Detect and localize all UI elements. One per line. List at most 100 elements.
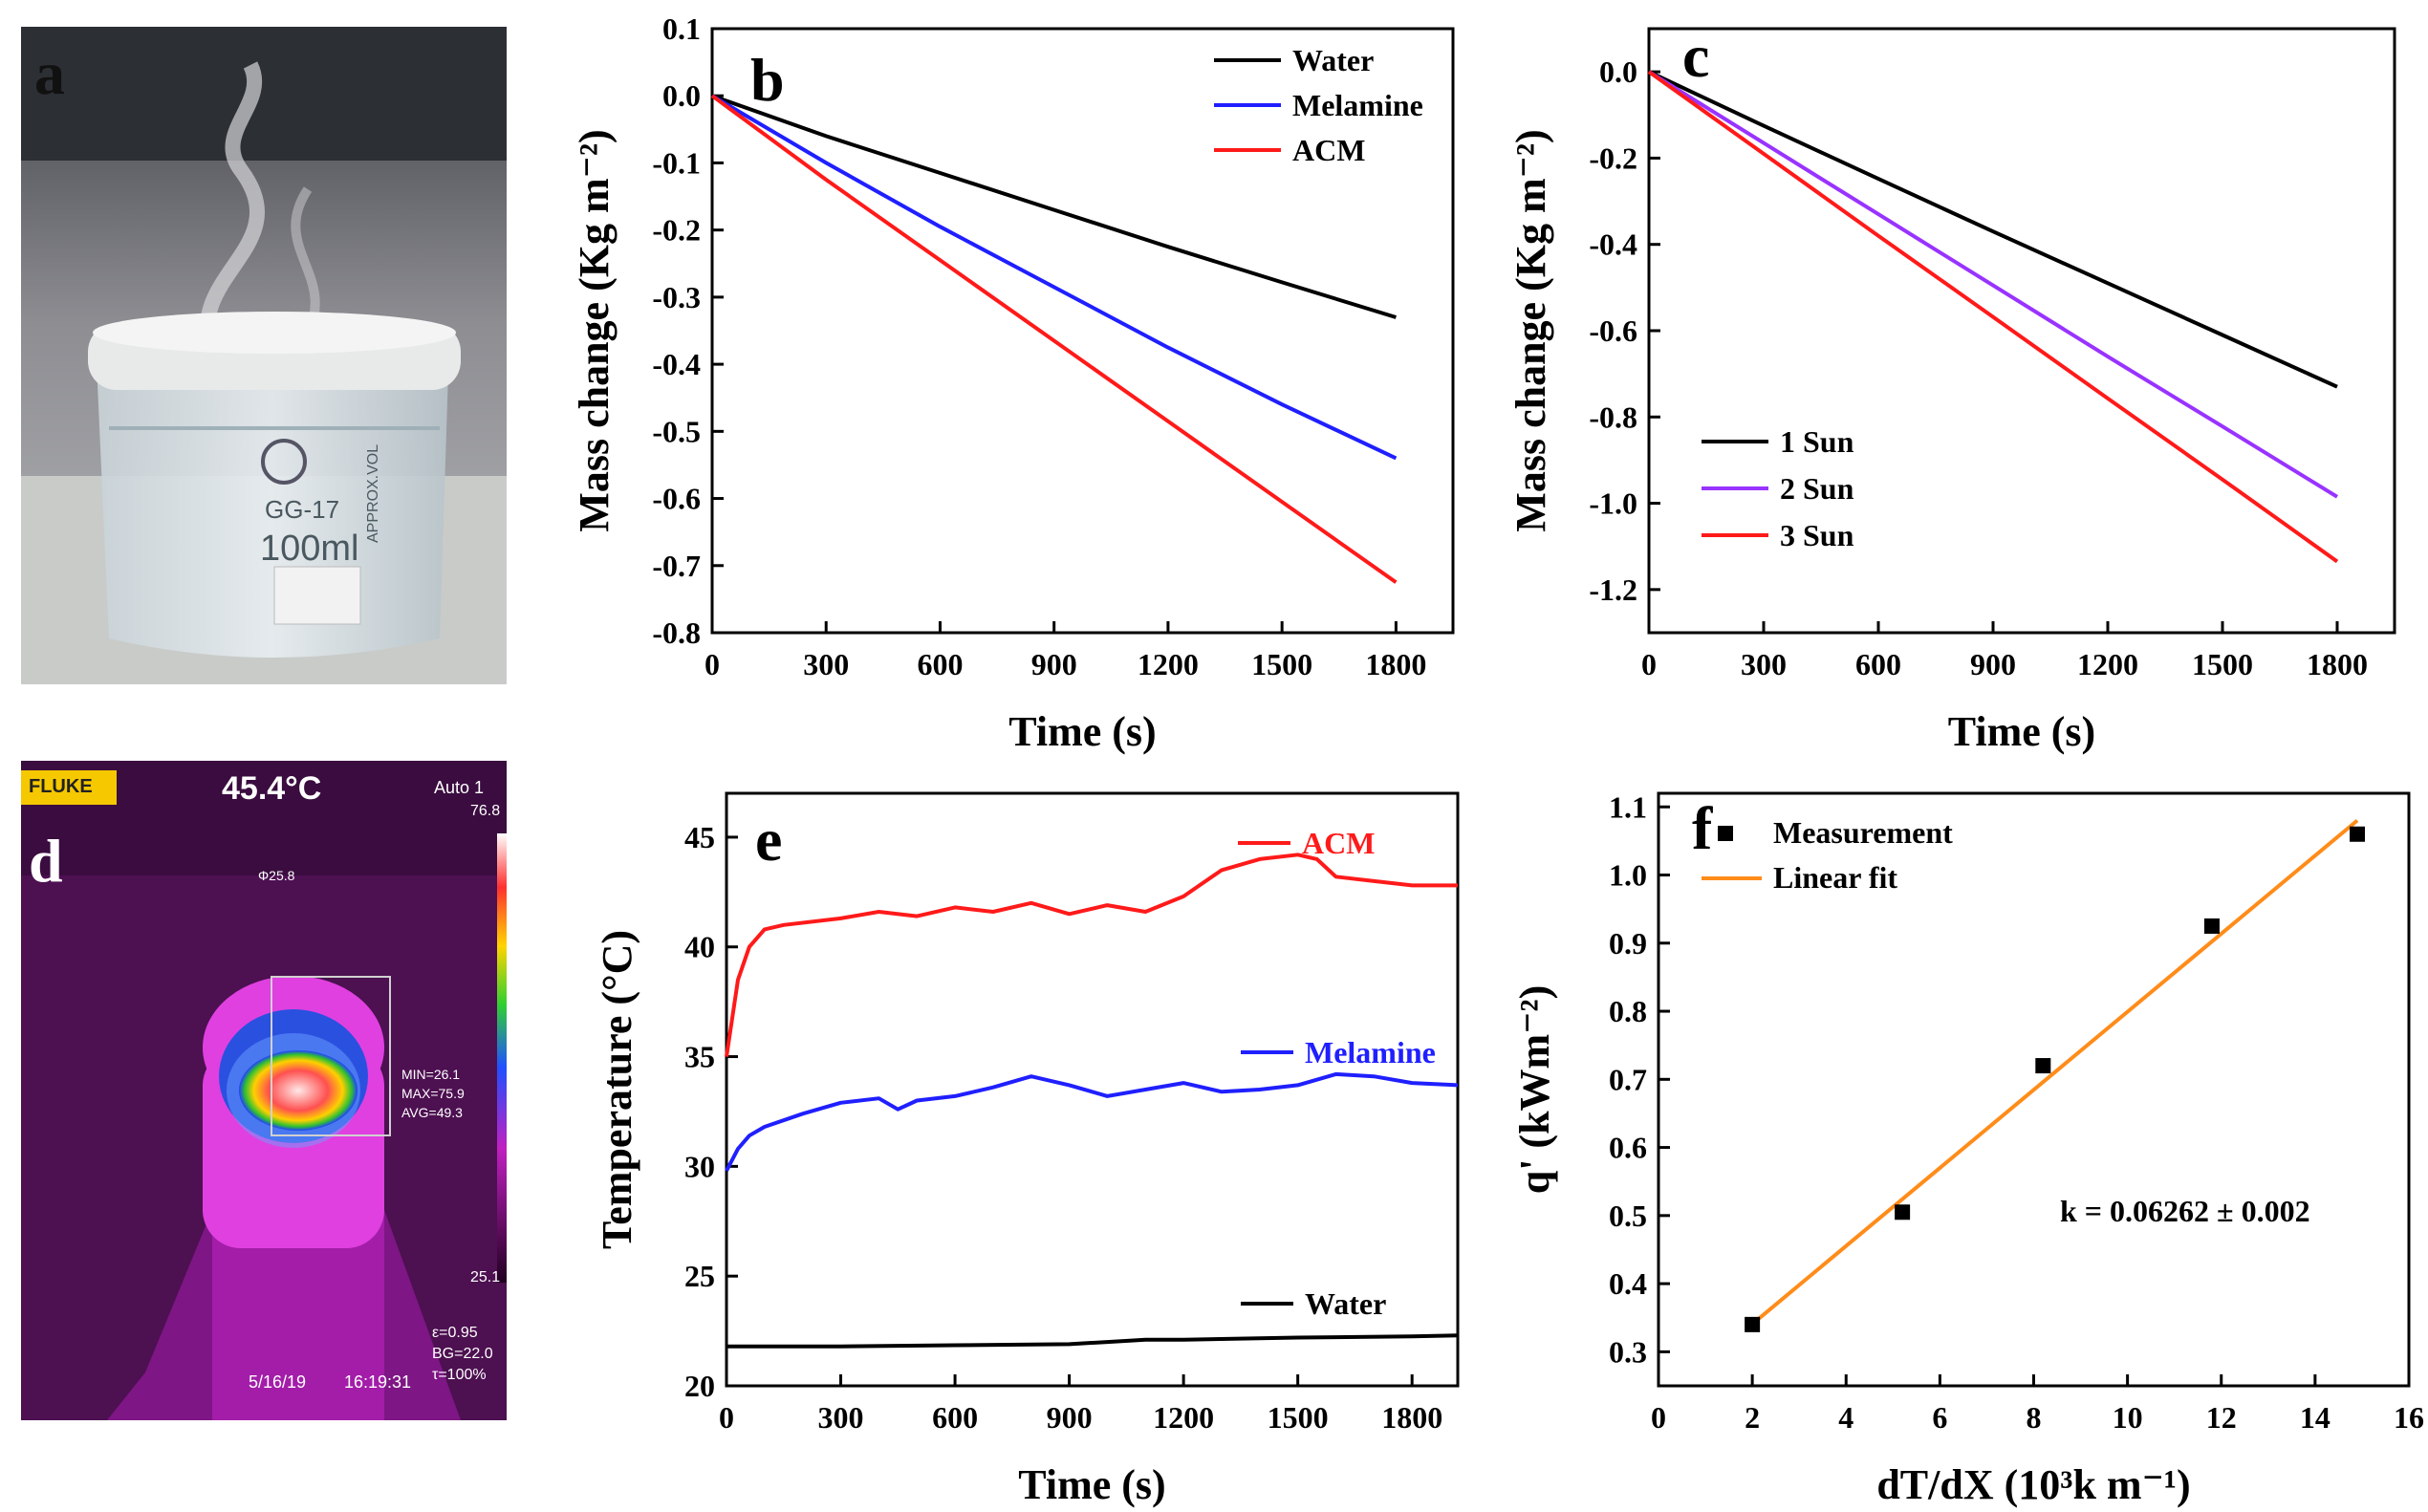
data-point: [2203, 918, 2220, 934]
y-tick-label: 0.1: [662, 11, 701, 46]
y-tick-label: -0.3: [652, 280, 701, 314]
y-tick-label: -0.2: [652, 213, 701, 248]
x-tick-label: 1200: [2077, 647, 2138, 681]
x-tick-label: 0: [719, 1400, 734, 1435]
scale-min: 25.1: [470, 1269, 501, 1285]
capture-time: 16:19:31: [344, 1372, 412, 1392]
scale-max: 76.8: [470, 803, 501, 819]
legend-entry: ACM: [1302, 826, 1375, 860]
y-tick-label: -0.8: [652, 616, 701, 650]
y-tick-label: 0.7: [1609, 1062, 1647, 1096]
y-axis-label: Mass change (Kg m⁻²): [1507, 129, 1554, 531]
x-tick-label: 1800: [2307, 647, 2368, 681]
plot-frame: [725, 791, 1460, 1388]
y-tick-label: -0.4: [652, 347, 701, 381]
x-tick-label: 6: [1932, 1400, 1947, 1435]
y-tick-label: 1.0: [1609, 858, 1647, 893]
y-tick-label: 0.6: [1609, 1131, 1647, 1165]
legend-entry: 1 Sun: [1780, 424, 1854, 459]
panel-a-label: a: [34, 39, 65, 107]
chart-f-heat-flux: 0 2 4 6 8 10 12 14 16 0.3 0.4 0.5 0.6 0.7 0.8 0.9 1.0 1.1…: [1511, 789, 2424, 1508]
x-tick-label: 0: [1641, 647, 1657, 681]
x-axis-label: Time (s): [1008, 708, 1156, 755]
legend-swatch-measurement: [1718, 826, 1733, 841]
y-axis-label: Temperature (°C): [594, 930, 640, 1249]
legend-entry-measurement: Measurement: [1773, 815, 1953, 850]
beaker-mark-approx: APPROX.VOL: [365, 443, 381, 543]
legend-entry: Melamine: [1292, 88, 1423, 122]
chart-b-mass-change: 0 300 600 900 1200 1500 1800 0.1 0.0 -0.1 -0.2 -0.3…: [571, 11, 1455, 755]
plot-frame: [710, 27, 1455, 635]
series-line-melamine: [725, 1071, 1459, 1172]
y-tick-label: -1.0: [1589, 486, 1637, 521]
series-line-acm: [725, 853, 1458, 1057]
x-tick-label: 1200: [1153, 1400, 1214, 1435]
data-point: [2035, 1058, 2051, 1074]
y-axis-label: q' (kWm⁻²): [1511, 985, 1558, 1195]
param-emissivity: ε=0.95: [432, 1325, 478, 1341]
stat-max: MAX=75.9: [401, 1086, 465, 1101]
x-tick-label: 600: [917, 647, 963, 681]
series-line-water: [726, 1333, 1459, 1349]
x-tick-label: 300: [803, 647, 849, 681]
center-temperature: 45.4°C: [222, 770, 322, 807]
legend-entry: 2 Sun: [1780, 471, 1854, 506]
x-tick-label: 14: [2300, 1400, 2330, 1435]
y-tick-label: 0.8: [1609, 994, 1647, 1028]
panel-letter: f: [1692, 794, 1713, 862]
y-tick-label: 0.5: [1609, 1199, 1647, 1233]
plot-frame: [1647, 27, 2396, 635]
spot-size: Φ25.8: [258, 868, 295, 883]
legend-entry-fit: Linear fit: [1773, 860, 1897, 895]
series-line-water: [711, 94, 1397, 319]
y-tick-label: -0.6: [1589, 313, 1637, 348]
y-axis-label: Mass change (Kg m⁻²): [571, 129, 618, 531]
x-tick-label: 300: [818, 1400, 864, 1435]
x-tick-label: 600: [932, 1400, 978, 1435]
y-tick-label: 0.3: [1609, 1334, 1647, 1369]
y-tick-label: -0.5: [652, 414, 701, 448]
param-transmission: τ=100%: [432, 1367, 487, 1383]
panel-letter: e: [755, 806, 782, 874]
thermal-image-illustration: [21, 761, 507, 1420]
y-tick-label: -0.2: [1589, 140, 1637, 175]
slope-annotation: k = 0.06262 ± 0.002: [2060, 1194, 2310, 1228]
fit-line: [1745, 818, 2359, 1329]
y-tick-label: 40: [684, 930, 715, 964]
y-tick-label: 20: [684, 1369, 715, 1403]
y-tick-label: 45: [684, 820, 715, 854]
param-background: BG=22.0: [432, 1346, 493, 1362]
camera-mode: Auto 1: [434, 778, 485, 797]
x-tick-label: 4: [1838, 1400, 1854, 1435]
x-tick-label: 300: [1741, 647, 1787, 681]
y-tick-label: 0.9: [1609, 926, 1647, 961]
beaker-mark-brand: GG-17: [265, 495, 340, 524]
y-tick-label: -0.6: [652, 482, 701, 516]
x-axis-label: Time (s): [1948, 708, 2095, 755]
x-tick-label: 1500: [2192, 647, 2253, 681]
capture-date: 5/16/19: [249, 1372, 307, 1392]
x-tick-label: 900: [1970, 647, 2016, 681]
thermal-image: d FLUKE 45.4°C Auto 1 76.8 25.1 Φ25.8 MI…: [21, 761, 507, 1420]
x-tick-label: 2: [1745, 1400, 1760, 1435]
data-point: [1745, 1316, 1761, 1332]
y-tick-label: 35: [684, 1040, 715, 1074]
x-tick-label: 1500: [1268, 1400, 1329, 1435]
y-tick-label: -0.7: [652, 549, 701, 583]
x-tick-label: 0: [705, 647, 720, 681]
x-tick-label: 900: [1031, 647, 1077, 681]
series-line-acm: [710, 94, 1398, 584]
legend-entry: 3 Sun: [1780, 518, 1854, 552]
x-tick-label: 1800: [1365, 647, 1426, 681]
x-tick-label: 10: [2113, 1400, 2143, 1435]
data-point: [2350, 826, 2366, 842]
x-tick-label: 16: [2394, 1400, 2424, 1435]
x-tick-label: 1200: [1138, 647, 1199, 681]
panel-letter: c: [1682, 22, 1709, 90]
x-axis-label: dT/dX (10³k m⁻¹): [1876, 1461, 2190, 1508]
data-point: [1895, 1204, 1911, 1220]
legend-entry: Water: [1305, 1286, 1386, 1321]
y-tick-label: 0.4: [1609, 1266, 1647, 1301]
y-tick-label: -0.1: [652, 145, 701, 180]
chart-c-mass-change-suns: 0 300 600 900 1200 1500 1800 0.0 -0.2 -0.4 -0.6 -0.…: [1507, 22, 2396, 755]
